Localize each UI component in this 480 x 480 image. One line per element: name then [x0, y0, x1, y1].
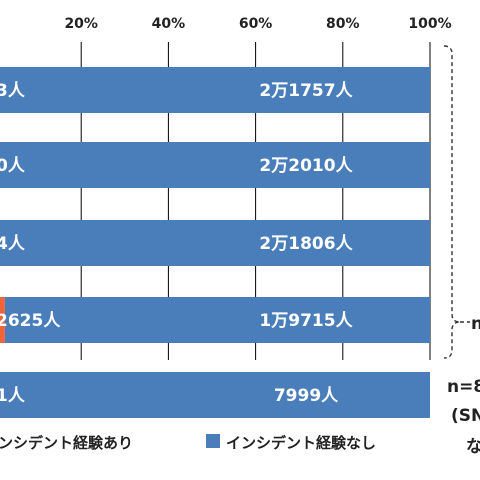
bar-labels: 3人 2万1757人 0人 2万2010人 4人 2万1806人 2625人 1万9715人 1… [0, 81, 354, 406]
annotation-n-single: n=8 [447, 377, 480, 397]
label-with-incident: 4人 [0, 234, 26, 254]
bar-without-incident [0, 220, 430, 266]
label-without-incident: 2万2010人 [259, 156, 353, 176]
group-bracket [443, 45, 461, 359]
bar-without-incident [0, 67, 430, 113]
label-with-incident: 3人 [0, 81, 26, 101]
bars [0, 67, 431, 418]
legend: ンシデント経験あり インシデント経験なし [0, 434, 376, 452]
legend-swatch-without-incident [206, 434, 220, 448]
bar-without-incident [0, 142, 430, 188]
x-tick-label: 60% [239, 16, 273, 32]
x-axis-ticks: 20% 40% 60% 80% 100% [64, 16, 451, 32]
x-tick-label: 80% [326, 16, 360, 32]
label-without-incident: 7999人 [274, 386, 339, 406]
annotation-sns: (SN [451, 406, 480, 426]
legend-label-without-incident: インシデント経験なし [226, 434, 376, 452]
x-tick-label: 40% [152, 16, 186, 32]
annotation-na: な [466, 437, 480, 457]
label-with-incident: 1人 [0, 386, 26, 406]
bar-with-incident [0, 297, 5, 343]
annotation-n-group: n [471, 314, 480, 334]
x-tick-label: 20% [64, 16, 98, 32]
bar-without-incident [4, 297, 431, 343]
label-without-incident: 2万1806人 [259, 234, 353, 254]
label-with-incident: 2625人 [0, 311, 61, 331]
legend-label-with-incident: ンシデント経験あり [0, 434, 133, 452]
label-without-incident: 1万9715人 [259, 311, 353, 331]
label-with-incident: 0人 [0, 156, 26, 176]
label-without-incident: 2万1757人 [259, 81, 353, 101]
x-tick-label: 100% [408, 16, 451, 32]
bar-without-incident [0, 372, 430, 418]
